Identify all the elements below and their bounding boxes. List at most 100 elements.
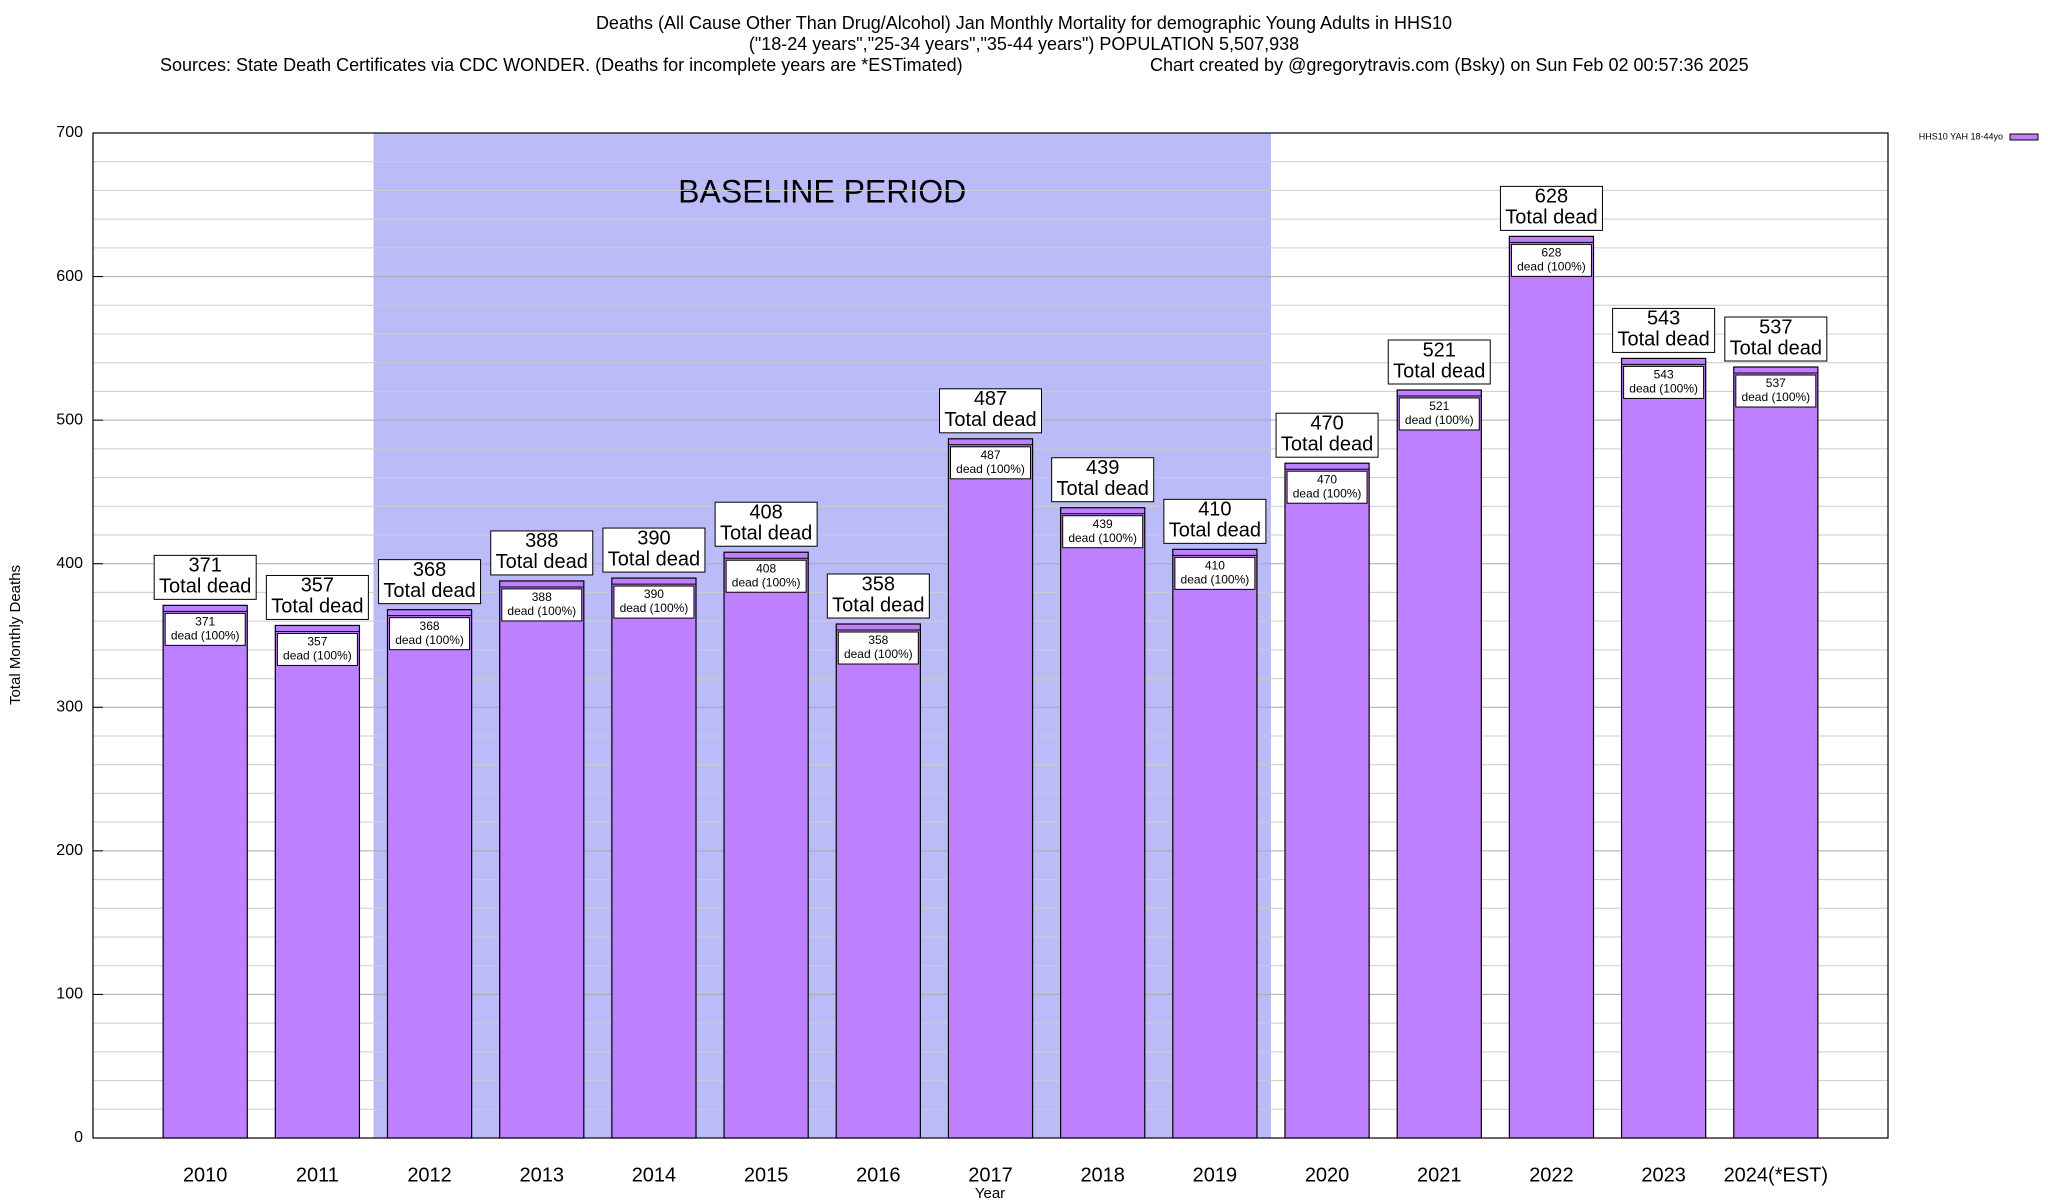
inner-label-box	[1735, 374, 1817, 408]
bar	[1508, 235, 1595, 1139]
bar	[162, 604, 248, 1139]
inner-value-label: 628	[1541, 246, 1561, 260]
inner-label-box	[501, 588, 583, 622]
total-value-label: 521	[1423, 339, 1456, 361]
total-label-box	[378, 559, 482, 605]
bar	[611, 577, 697, 1139]
total-label: Total dead	[1730, 337, 1822, 359]
total-label: Total dead	[1169, 520, 1261, 542]
total-value-label: 487	[974, 388, 1007, 410]
x-tick-label: 2020	[1305, 1164, 1350, 1186]
inner-label-box	[1174, 556, 1256, 590]
total-value-label: 628	[1535, 186, 1568, 208]
inner-label: dead (100%)	[1405, 413, 1474, 427]
inner-label: dead (100%)	[171, 629, 240, 643]
bar	[723, 551, 809, 1139]
inner-label: dead (100%)	[732, 575, 801, 589]
inner-label-box	[389, 617, 471, 651]
total-label: Total dead	[608, 548, 700, 570]
x-tick-label: 2021	[1417, 1164, 1462, 1186]
total-label-box	[1163, 498, 1267, 544]
total-label: Total dead	[1505, 207, 1597, 229]
x-tick-label: 2019	[1193, 1164, 1238, 1186]
chart-title: Deaths (All Cause Other Than Drug/Alcoho…	[596, 13, 1452, 33]
inner-value-label: 470	[1317, 472, 1337, 486]
y-tick-label: 100	[56, 986, 83, 1003]
inner-label: dead (100%)	[844, 647, 913, 661]
inner-label: dead (100%)	[620, 601, 689, 615]
inner-value-label: 543	[1654, 368, 1674, 382]
total-value-label: 390	[637, 527, 670, 549]
total-value-label: 537	[1759, 316, 1792, 338]
inner-label-box	[613, 585, 695, 619]
x-axis-label: Year	[975, 1185, 1005, 1200]
inner-value-label: 521	[1429, 399, 1449, 413]
x-tick-label: 2015	[744, 1164, 789, 1186]
x-tick-label: 2023	[1641, 1164, 1686, 1186]
x-tick-label: 2022	[1529, 1164, 1574, 1186]
inner-label-box	[1062, 515, 1144, 549]
inner-value-label: 358	[868, 633, 888, 647]
total-label: Total dead	[1393, 360, 1485, 382]
inner-label: dead (100%)	[1181, 573, 1250, 587]
total-value-label: 371	[189, 555, 222, 577]
inner-value-label: 408	[756, 561, 776, 575]
x-tick-label: 2017	[968, 1164, 1013, 1186]
bar	[1172, 548, 1258, 1139]
inner-label-box	[725, 559, 807, 593]
total-value-label: 470	[1310, 412, 1343, 434]
total-label-box	[714, 501, 818, 547]
total-label: Total dead	[271, 596, 363, 618]
y-axis-label: Total Monthly Deaths	[7, 565, 24, 705]
total-label: Total dead	[944, 409, 1036, 431]
total-label: Total dead	[1057, 478, 1149, 500]
total-label-box	[1612, 307, 1716, 353]
x-tick-label: 2018	[1080, 1164, 1125, 1186]
y-tick-label: 300	[56, 699, 83, 716]
y-tick-label: 400	[56, 555, 83, 572]
total-value-label: 368	[413, 559, 446, 581]
total-label-box	[826, 573, 930, 619]
inner-label: dead (100%)	[1741, 390, 1810, 404]
total-label-box	[939, 388, 1042, 434]
inner-value-label: 371	[195, 615, 215, 629]
inner-value-label: 390	[644, 587, 664, 601]
y-tick-label: 0	[74, 1129, 83, 1146]
inner-value-label: 410	[1205, 559, 1225, 573]
inner-label: dead (100%)	[1068, 531, 1137, 545]
inner-value-label: 357	[307, 635, 327, 649]
y-tick-label: 500	[56, 411, 83, 428]
legend-swatch	[2009, 133, 2039, 141]
bar	[386, 609, 473, 1139]
chart-subtitle: ("18-24 years","25-34 years","35-44 year…	[749, 34, 1299, 54]
inner-value-label: 368	[420, 619, 440, 633]
total-label-box	[1275, 412, 1379, 458]
total-label: Total dead	[496, 551, 588, 573]
legend-label: HHS10 YAH 18-44yo	[1919, 131, 2003, 141]
inner-label: dead (100%)	[283, 649, 352, 663]
bar	[499, 580, 585, 1139]
inner-label-box	[164, 612, 246, 646]
inner-label-box	[1398, 397, 1480, 431]
baseline-label: BASELINE PERIOD	[678, 173, 966, 209]
bar	[1284, 462, 1370, 1139]
total-label: Total dead	[720, 523, 812, 545]
x-tick-label: 2016	[856, 1164, 901, 1186]
total-value-label: 358	[862, 573, 895, 595]
total-label-box	[1724, 316, 1828, 362]
bar	[1396, 389, 1482, 1139]
total-label: Total dead	[383, 580, 475, 602]
inner-label-box	[1286, 470, 1368, 504]
y-tick-label: 600	[56, 268, 83, 285]
bar	[1733, 366, 1819, 1139]
total-label: Total dead	[1281, 433, 1373, 455]
bar	[1620, 357, 1707, 1139]
inner-label: dead (100%)	[507, 604, 576, 618]
total-label-box	[265, 574, 369, 620]
inner-label: dead (100%)	[1629, 382, 1698, 396]
total-value-label: 439	[1086, 457, 1119, 479]
bar	[835, 623, 921, 1139]
total-value-label: 410	[1198, 499, 1231, 521]
inner-label-box	[1623, 365, 1705, 399]
